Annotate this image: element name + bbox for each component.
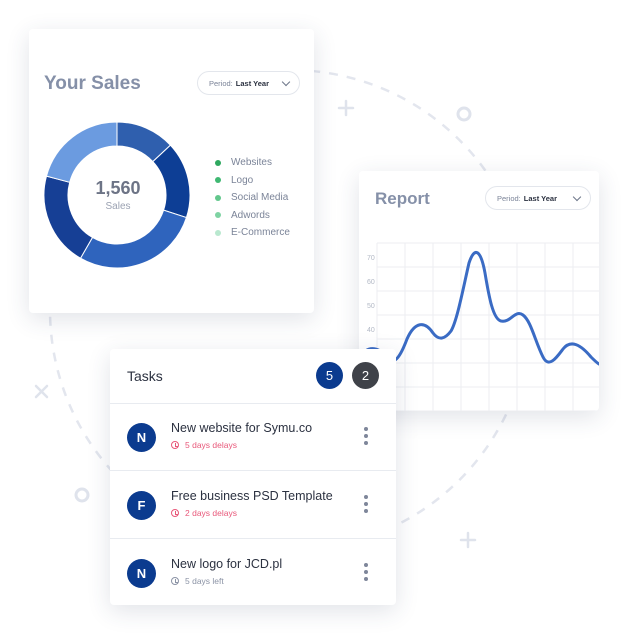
sales-card: Your Sales Period: Last Year 1,560 Sales…	[29, 29, 314, 313]
plus-icon	[459, 531, 477, 549]
legend-item-e-commerce: E-Commerce	[215, 224, 290, 242]
y-tick-label: 70	[367, 255, 375, 262]
avatar: N	[127, 423, 156, 452]
task-name: Free business PSD Template	[171, 489, 333, 503]
clock-icon	[171, 441, 179, 449]
y-tick-label: 40	[367, 327, 375, 334]
legend-item-adwords: Adwords	[215, 207, 290, 225]
legend-item-websites: Websites	[215, 154, 290, 172]
period-label: Period:	[497, 193, 521, 203]
report-line-chart: 70 60 50 40	[359, 242, 599, 411]
sales-donut-chart	[43, 121, 191, 269]
report-period-dropdown[interactable]: Period: Last Year	[485, 186, 591, 210]
report-series-line	[359, 250, 599, 366]
task-status: 2 days delays	[171, 508, 237, 518]
tasks-header: Tasks 5 2	[110, 349, 396, 404]
task-status-text: 5 days delays	[185, 440, 237, 450]
more-options-icon[interactable]	[363, 495, 369, 517]
task-status-text: 5 days left	[185, 576, 224, 586]
ring-icon	[456, 106, 472, 122]
tasks-title: Tasks	[127, 368, 163, 384]
sales-legend: Websites Logo Social Media Adwords E-Com…	[215, 154, 290, 242]
tasks-count-badge[interactable]: 5	[316, 362, 343, 389]
legend-item-logo: Logo	[215, 172, 290, 190]
plus-icon	[337, 99, 355, 117]
task-status-text: 2 days delays	[185, 508, 237, 518]
donut-segment	[45, 121, 118, 183]
tasks-card: Tasks 5 2 N New website for Symu.co 5 da…	[110, 349, 396, 605]
sales-total-label: Sales	[105, 201, 131, 212]
legend-dot	[215, 159, 221, 166]
avatar: F	[127, 491, 156, 520]
legend-dot	[215, 194, 221, 201]
clock-icon	[171, 509, 179, 517]
task-item[interactable]: N New website for Symu.co 5 days delays	[110, 403, 396, 471]
legend-dot	[215, 177, 221, 184]
legend-label: Social Media	[231, 192, 289, 204]
task-status: 5 days delays	[171, 440, 237, 450]
legend-dot	[215, 212, 221, 219]
y-tick-label: 50	[367, 303, 375, 310]
period-label: Period:	[209, 78, 233, 88]
legend-label: Websites	[231, 157, 272, 169]
chevron-down-icon	[572, 192, 582, 202]
legend-label: Adwords	[231, 209, 270, 221]
task-item[interactable]: F Free business PSD Template 2 days dela…	[110, 471, 396, 539]
y-tick-label: 60	[367, 279, 375, 286]
period-value: Last Year	[235, 78, 269, 88]
ring-icon	[74, 487, 90, 503]
sales-total: 1,560	[95, 178, 141, 198]
close-x-icon	[34, 384, 49, 399]
task-item[interactable]: N New logo for JCD.pl 5 days left	[110, 539, 396, 606]
legend-item-social-media: Social Media	[215, 189, 290, 207]
more-options-icon[interactable]	[363, 563, 369, 585]
sales-title: Your Sales	[44, 73, 141, 94]
sales-period-dropdown[interactable]: Period: Last Year	[197, 71, 300, 95]
donut-segment	[79, 209, 188, 269]
period-value: Last Year	[523, 193, 557, 203]
clock-icon	[171, 577, 179, 585]
avatar: N	[127, 559, 156, 588]
legend-label: E-Commerce	[231, 227, 290, 239]
report-title: Report	[375, 189, 430, 208]
report-card: 70 60 50 40 Report Period: Last Year	[359, 171, 599, 411]
more-options-icon[interactable]	[363, 427, 369, 449]
task-name: New website for Symu.co	[171, 421, 313, 435]
task-name: New logo for JCD.pl	[171, 557, 283, 571]
tasks-count-badge-secondary[interactable]: 2	[352, 362, 379, 389]
chevron-down-icon	[281, 77, 291, 87]
legend-label: Logo	[231, 174, 254, 186]
task-status: 5 days left	[171, 576, 224, 586]
legend-dot	[215, 229, 221, 236]
